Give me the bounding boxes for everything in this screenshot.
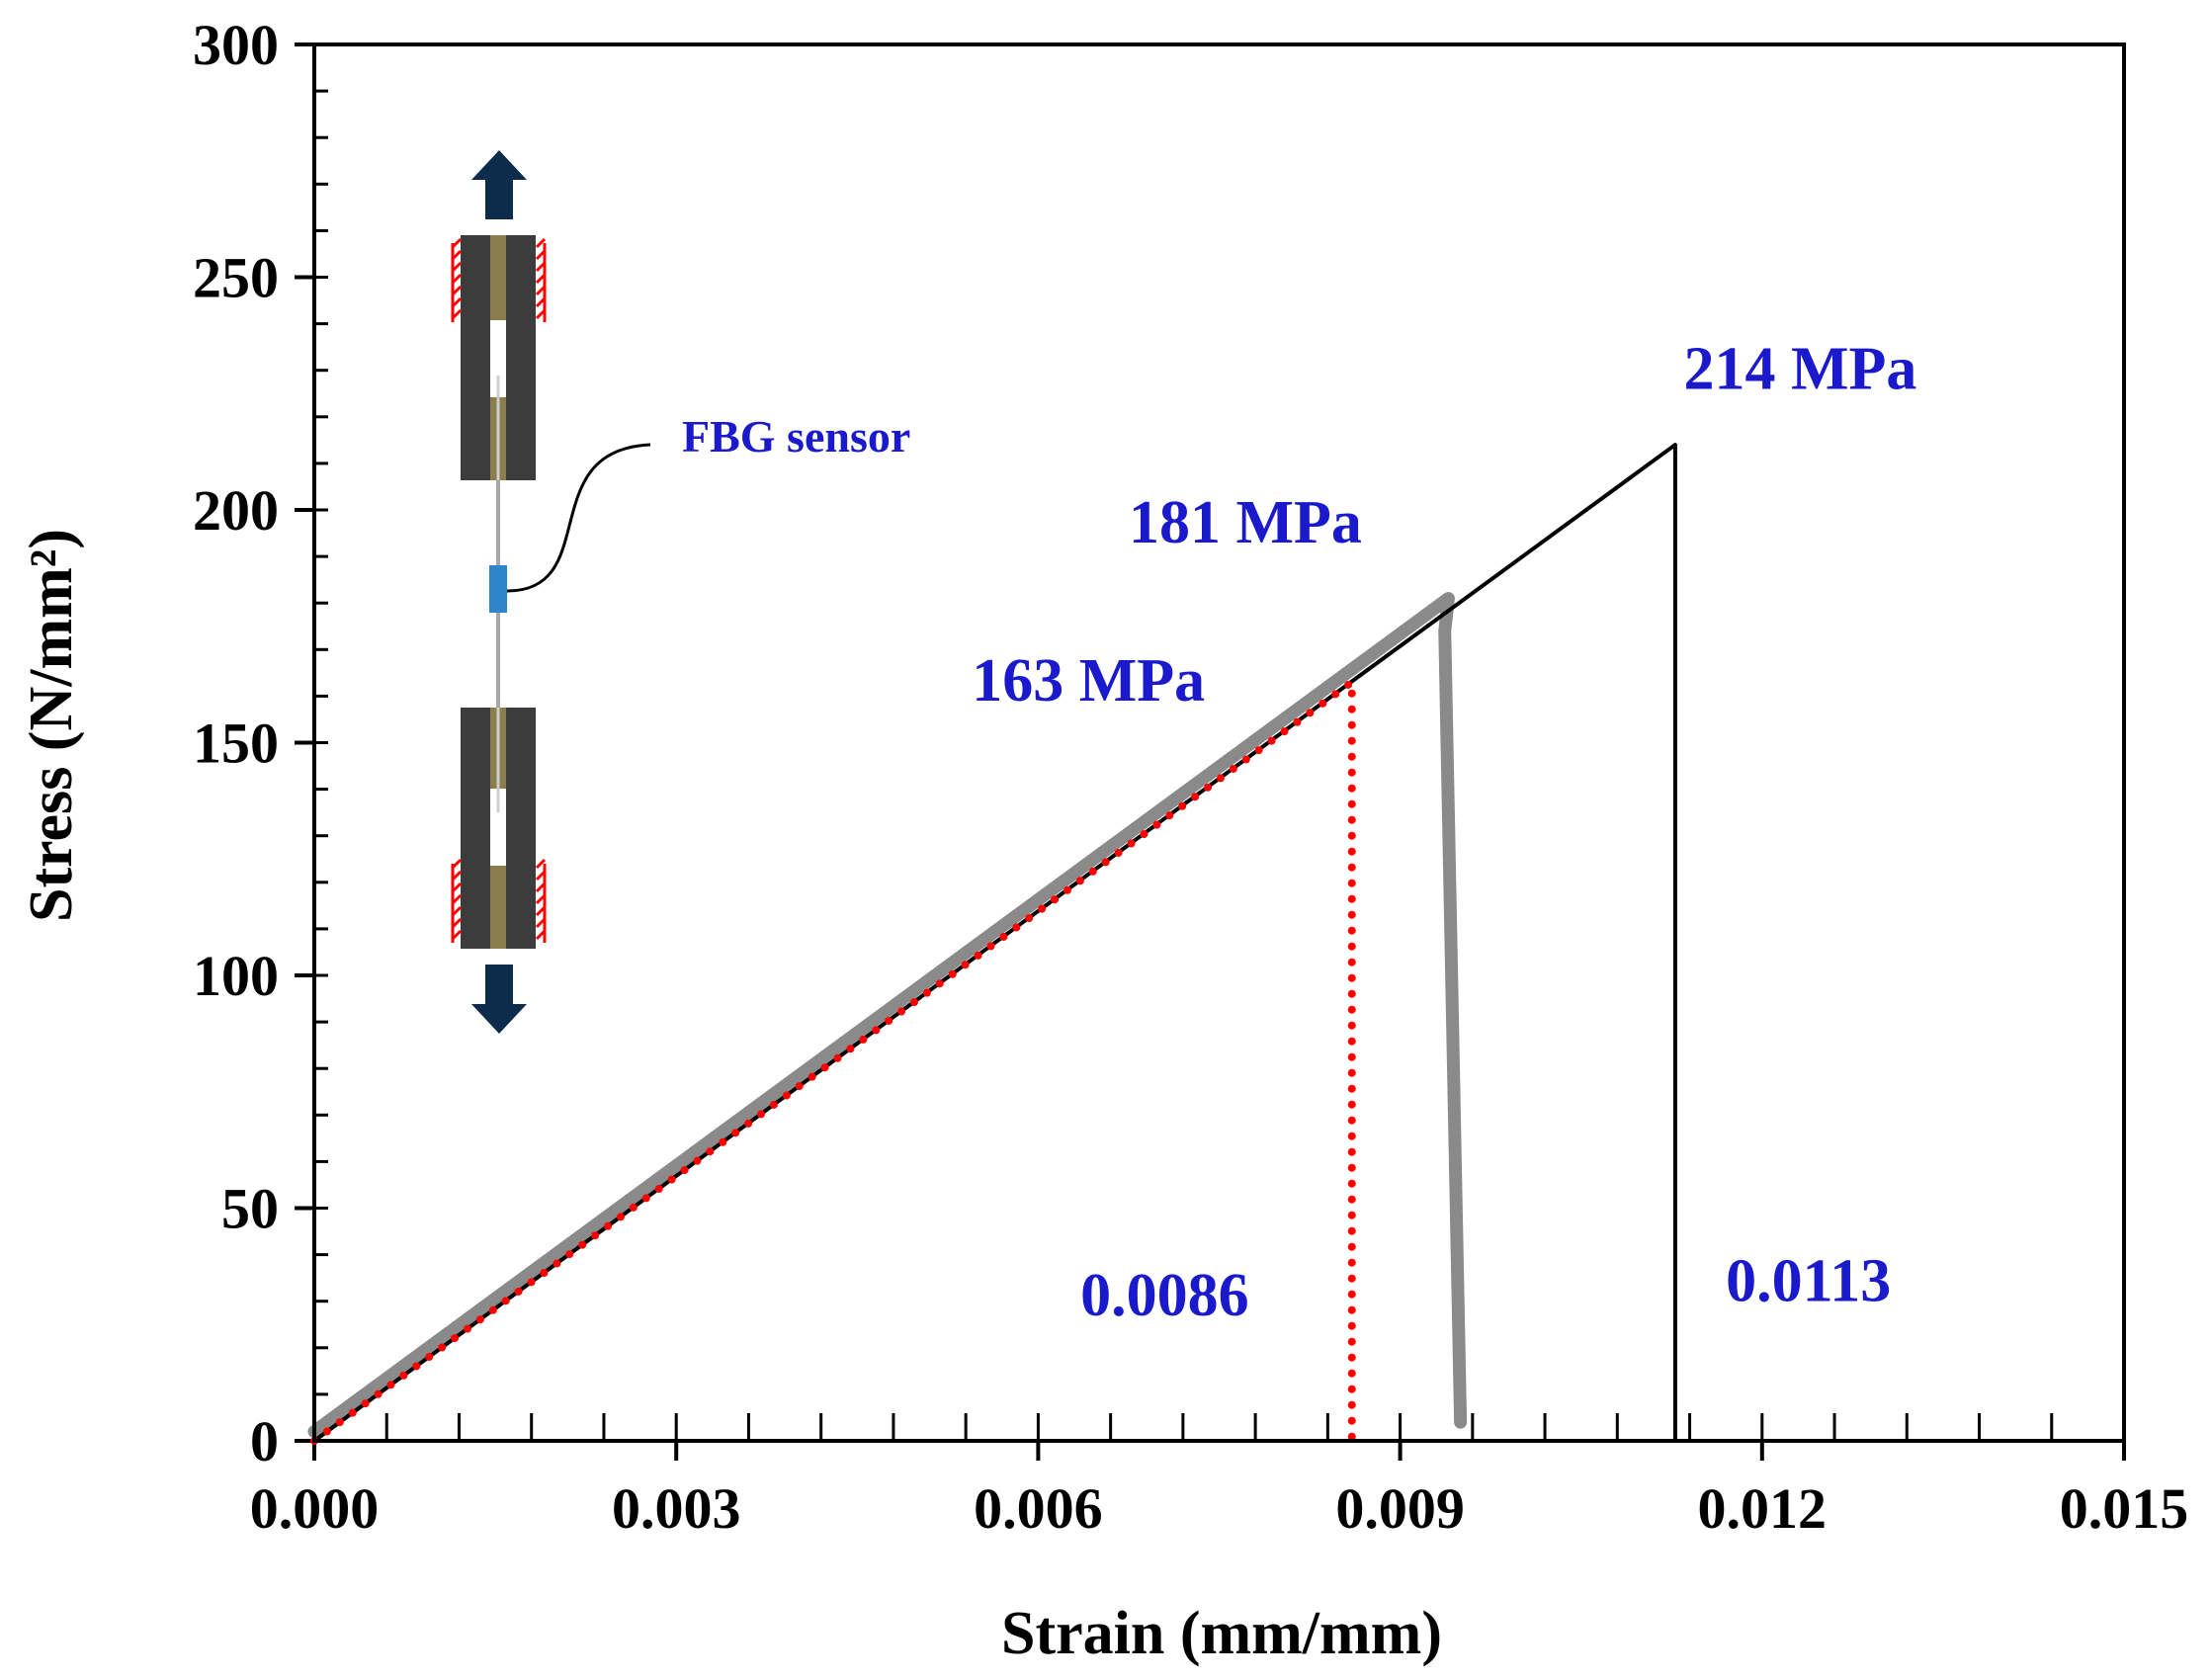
x-tick-label: 0.009 xyxy=(1335,1476,1465,1541)
x-axis-title: Strain (mm/mm) xyxy=(1001,1600,1442,1667)
data-series xyxy=(307,443,1677,1445)
specimen-schematic: FBG sensor xyxy=(451,150,910,1034)
bottom-clamp-hatch xyxy=(451,858,547,943)
annotation-label: 0.0086 xyxy=(1080,1262,1249,1329)
y-tick-label: 150 xyxy=(193,712,279,776)
y-axis-title: Stress (N/mm²) xyxy=(18,529,85,922)
series-line-black-specimen xyxy=(312,443,1677,1443)
fbg-sensor-element xyxy=(489,565,507,613)
x-tick-label: 0.003 xyxy=(612,1476,741,1541)
y-tick-label: 100 xyxy=(193,944,279,1008)
annotation-label: 214 MPa xyxy=(1683,336,1916,403)
annotation-label: 163 MPa xyxy=(972,647,1205,714)
axis-ticks xyxy=(295,42,2126,1461)
y-tick-label: 300 xyxy=(193,13,279,77)
plot-frame xyxy=(312,42,2126,1443)
y-tick-label: 50 xyxy=(221,1177,279,1241)
series-line-gray-specimen xyxy=(307,591,1468,1439)
top-clamp-hatch xyxy=(451,237,547,322)
tick-labels: 0.000 0.003 0.006 0.009 0.012 0.015 0 50 100 150 2… xyxy=(193,13,2188,1541)
down-arrow-icon xyxy=(471,965,527,1034)
annotation-label: 0.0113 xyxy=(1726,1248,1891,1315)
annotation-label: 181 MPa xyxy=(1129,489,1362,556)
bottom-grip xyxy=(451,708,547,949)
top-grip xyxy=(451,235,547,480)
y-tick-label: 200 xyxy=(193,478,279,543)
up-arrow-icon xyxy=(471,150,527,219)
x-tick-label: 0.000 xyxy=(250,1476,380,1541)
x-tick-label: 0.006 xyxy=(974,1476,1103,1541)
sensor-leader-line xyxy=(506,443,651,593)
fbg-sensor-label: FBG sensor xyxy=(682,411,910,462)
y-tick-label: 0 xyxy=(250,1409,279,1473)
annotations: 214 MPa 181 MPa 163 MPa 0.0086 0.0113 xyxy=(972,336,1916,1329)
y-tick-label: 250 xyxy=(193,246,279,310)
x-tick-label: 0.015 xyxy=(2060,1476,2189,1541)
x-tick-label: 0.012 xyxy=(1698,1476,1828,1541)
series-line-red-fbg xyxy=(310,678,1356,1445)
